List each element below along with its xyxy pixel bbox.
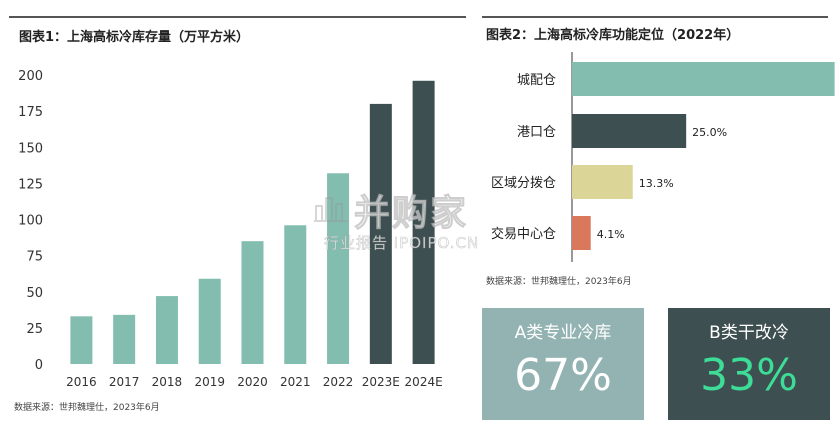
y-tick-label: 0 <box>35 358 43 373</box>
y-tick-label: 150 <box>18 141 43 156</box>
bar-2023E <box>369 103 392 365</box>
bar-交易中心仓 <box>572 216 591 250</box>
x-tick-label: 2022 <box>323 375 354 389</box>
x-tick-label: 2023E <box>362 375 400 389</box>
left-top-rule <box>9 16 466 18</box>
bar-2024E <box>412 80 435 364</box>
right-chart-title: 图表2：上海高标冷库功能定位（2022年） <box>486 28 740 43</box>
x-tick-label: 2021 <box>280 375 311 389</box>
left-chart-source: 数据来源：世邦魏理仕，2023年6月 <box>14 403 160 413</box>
stock-bar-chart: 0 25 50 75 100 125 150 175 200 2016 2017 2018 2019 20… <box>18 69 443 389</box>
x-tick-label: 2016 <box>66 375 97 389</box>
y-tick-label: 125 <box>18 177 43 192</box>
category-label: 城配仓 <box>517 73 556 88</box>
bar-2019 <box>198 278 221 364</box>
y-tick-label: 50 <box>26 286 43 301</box>
data-label: 25.0% <box>692 126 727 139</box>
x-tick-label: 2020 <box>237 375 268 389</box>
x-tick-label: 2019 <box>194 375 225 389</box>
card-b-label: B类干改冷 <box>709 323 789 343</box>
card-b-value: 33% <box>700 350 798 401</box>
card-a-value: 67% <box>514 350 612 401</box>
y-tick-label: 75 <box>26 250 43 265</box>
x-tick-label: 2018 <box>152 375 183 389</box>
bar-2022 <box>327 173 350 364</box>
x-tick-label: 2017 <box>109 375 140 389</box>
data-label: 4.1% <box>597 228 625 241</box>
bar-港口仓 <box>572 114 687 148</box>
y-tick-label: 25 <box>26 322 43 337</box>
card-a-class: A类专业冷库 67% <box>482 308 644 420</box>
y-tick-label: 200 <box>18 69 43 84</box>
left-chart-title: 图表1：上海高标冷库存量（万平方米） <box>19 30 250 45</box>
right-top-rule <box>482 16 828 18</box>
category-label: 区域分拨仓 <box>491 176 556 191</box>
bar-2021 <box>284 225 307 364</box>
data-label: 13.3% <box>639 177 674 190</box>
bar-城配仓 <box>572 62 835 96</box>
y-tick-label: 175 <box>18 105 43 120</box>
category-label: 交易中心仓 <box>491 226 556 242</box>
bar-2016 <box>70 316 93 364</box>
right-chart-source: 数据来源：世邦魏理仕，2023年6月 <box>486 277 632 287</box>
card-a-label: A类专业冷库 <box>514 323 612 343</box>
bar-2018 <box>155 296 178 364</box>
card-b-class: B类干改冷 33% <box>668 308 830 420</box>
x-tick-label: 2024E <box>405 375 443 389</box>
category-label: 港口仓 <box>517 125 556 140</box>
bar-2017 <box>113 314 136 364</box>
bar-区域分拨仓 <box>572 165 633 199</box>
bar-2020 <box>241 241 264 364</box>
y-tick-label: 100 <box>18 214 43 229</box>
